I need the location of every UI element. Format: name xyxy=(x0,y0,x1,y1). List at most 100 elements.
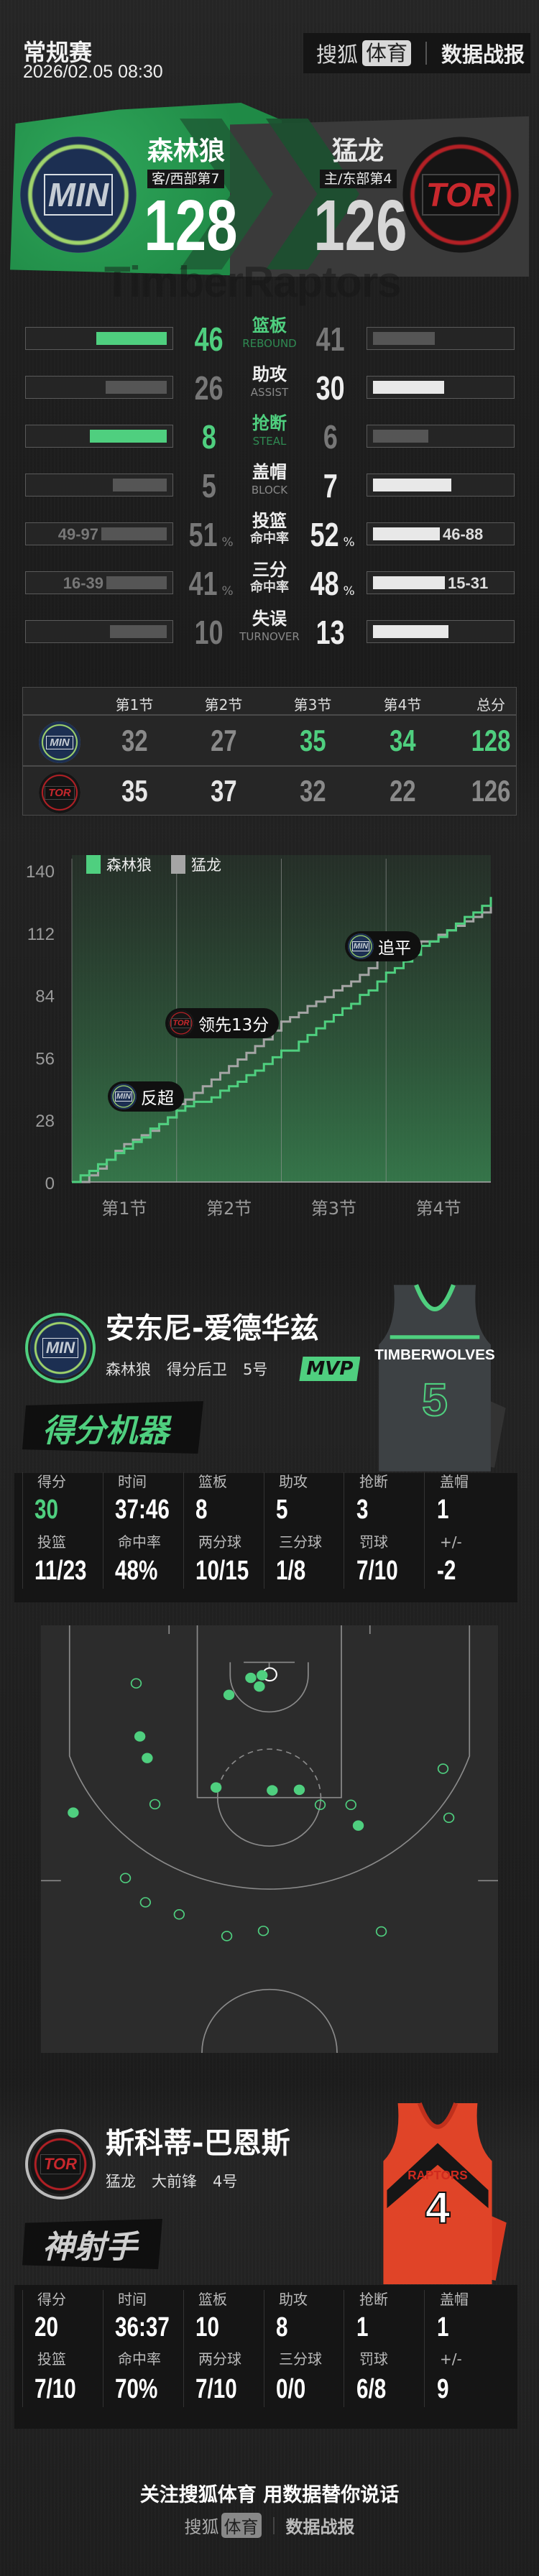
unit: % xyxy=(221,535,234,550)
home-made-attempts: 15-31 xyxy=(448,574,489,592)
away-stat-value: 26 xyxy=(184,369,234,407)
brand-sports: 体育 xyxy=(362,40,412,66)
home-stat-fill xyxy=(373,527,440,540)
home-stat-value: 41 xyxy=(305,320,356,359)
player-info: 猛龙 大前锋 4号 xyxy=(106,2170,237,2192)
quarter-score: 22 xyxy=(370,773,435,808)
chart-annotation: MIN 反超 xyxy=(108,1081,184,1112)
away-team-tag: 客/西部第7 xyxy=(147,170,224,188)
missed-shot-dot xyxy=(130,1678,142,1689)
home-stat-number: 41 xyxy=(316,320,345,358)
player-team: 森林狼 xyxy=(106,1361,151,1378)
away-stat-value: 8 xyxy=(184,417,234,456)
free-throw-circle-dashed xyxy=(216,1748,322,1798)
away-team-name: 森林狼 xyxy=(147,137,226,166)
player-stat-label: 抢断 xyxy=(359,1473,388,1490)
y-tick-label: 140 xyxy=(26,862,55,882)
made-shot-dot xyxy=(142,1753,153,1763)
team-stat-row: 10 13 失误 TURNOVER xyxy=(0,609,539,651)
center-circle xyxy=(201,1988,338,2053)
player-stat-label: 命中率 xyxy=(118,2350,161,2368)
stat-sublabel: 命中率 xyxy=(250,580,289,595)
stat-label: 助攻 xyxy=(252,364,287,384)
team-watermark: TimberRaptors xyxy=(104,259,402,306)
player-name: 安东尼-爱德华兹 xyxy=(106,1312,319,1345)
stat-number: 48% xyxy=(115,1556,158,1586)
quarter-header: 总分 xyxy=(476,696,505,714)
home-stat-number: 52 xyxy=(310,516,339,553)
player-stats-panel xyxy=(14,1473,517,1602)
quarter-header: 第3节 xyxy=(293,696,332,714)
jersey-collar xyxy=(417,2102,459,2129)
paint-area xyxy=(196,1625,342,1799)
away-stat-bar xyxy=(25,425,173,448)
player-info: 森林狼 得分后卫 5号 MVP xyxy=(106,1357,361,1381)
player-stat-value: 1 xyxy=(356,2311,372,2343)
home-stat-fill xyxy=(373,576,445,589)
player-stat-label: 投篮 xyxy=(37,1533,66,1551)
away-stat-number: 46 xyxy=(195,320,224,358)
home-stat-fill xyxy=(373,332,435,345)
x-tick-label: 第2节 xyxy=(206,1199,252,1219)
jersey-number: 4 xyxy=(425,2182,451,2233)
stat-sublabel: BLOCK xyxy=(251,484,288,497)
jersey-shape xyxy=(379,1285,491,1472)
annotation-text: 追平 xyxy=(378,939,411,958)
quarter-score-value: 34 xyxy=(389,724,416,757)
player-stat-label: 时间 xyxy=(118,2291,147,2308)
away-stat-fill xyxy=(106,381,167,394)
quarter-score: 34 xyxy=(370,723,435,758)
player-stat-label: 三分球 xyxy=(279,1533,322,1551)
logo-text: TOR xyxy=(421,174,500,216)
min-team-logo: MIN xyxy=(30,1318,91,1378)
quarter-header: 第1节 xyxy=(115,696,154,714)
player-stat-label: +/- xyxy=(440,1533,462,1551)
tor-team-logo: TOR xyxy=(168,1010,194,1036)
stat-sublabel: REBOUND xyxy=(242,337,297,350)
away-stat-number: 8 xyxy=(202,418,216,456)
quarter-score: 128 xyxy=(459,723,523,758)
away-stat-value: 51% xyxy=(184,515,234,554)
logo-text: TOR xyxy=(171,1018,191,1028)
made-shot-dot xyxy=(254,1681,265,1692)
away-stat-bar xyxy=(25,620,173,643)
quarter-score-value: 35 xyxy=(299,724,326,757)
home-stat-fill xyxy=(373,625,448,638)
player-stat-value: 7/10 xyxy=(195,2373,249,2405)
shot-chart xyxy=(41,1625,498,2053)
stat-number: 3 xyxy=(356,1495,369,1525)
away-stat-value: 5 xyxy=(184,466,234,505)
home-stat-number: 6 xyxy=(323,418,338,456)
away-stat-number: 26 xyxy=(195,369,224,407)
x-tick-label: 第3节 xyxy=(311,1199,356,1219)
away-stat-fill xyxy=(106,576,167,589)
home-stat-bar xyxy=(367,620,515,643)
stat-number: 10/15 xyxy=(195,1556,249,1586)
stat-sublabel: 命中率 xyxy=(250,531,289,546)
away-score: 128 xyxy=(144,185,238,266)
player-stat-value: 70% xyxy=(115,2373,170,2405)
player-stat-label: 两分球 xyxy=(198,1533,241,1551)
player-stat-label: 命中率 xyxy=(118,1533,161,1551)
legend-swatch xyxy=(86,855,101,874)
x-tick-label: 第4节 xyxy=(415,1199,461,1219)
home-stat-number: 13 xyxy=(316,614,345,651)
quarter-score: 35 xyxy=(102,773,167,808)
missed-shot-dot xyxy=(149,1799,161,1810)
mvp-badge: MVP xyxy=(299,1357,361,1381)
made-shot-dot xyxy=(134,1731,146,1742)
away-stat-number: 10 xyxy=(195,614,224,651)
player-stat-label: 得分 xyxy=(37,1473,66,1490)
away-stat-number: 5 xyxy=(202,467,216,504)
team-stat-row: 49-97 46-88 51% 52% 投篮 命中率 xyxy=(0,511,539,553)
jersey-text: TIMBERWOLVES xyxy=(374,1347,495,1363)
player-stat-value: 1/8 xyxy=(276,1554,314,1587)
legend-label: 森林狼 xyxy=(106,857,152,874)
stat-label: 投篮 xyxy=(252,511,287,531)
home-stat-number: 30 xyxy=(316,369,345,407)
stat-sublabel: TURNOVER xyxy=(239,630,300,643)
player-stat-label: +/- xyxy=(440,2350,462,2368)
quarter-score-value: 128 xyxy=(471,724,511,757)
made-shot-dot xyxy=(352,1820,364,1831)
